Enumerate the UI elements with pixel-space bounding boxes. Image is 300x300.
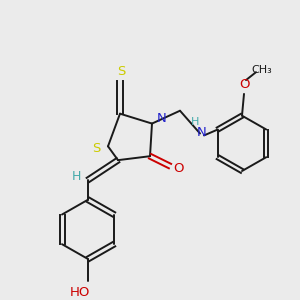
Text: S: S (117, 65, 125, 78)
Text: CH₃: CH₃ (252, 65, 272, 75)
Text: N: N (197, 126, 207, 139)
Text: O: O (240, 77, 250, 91)
Text: O: O (174, 162, 184, 175)
Text: N: N (157, 112, 167, 125)
Text: S: S (92, 142, 100, 155)
Text: H: H (71, 170, 81, 184)
Text: HO: HO (70, 286, 90, 299)
Text: H: H (191, 117, 199, 127)
